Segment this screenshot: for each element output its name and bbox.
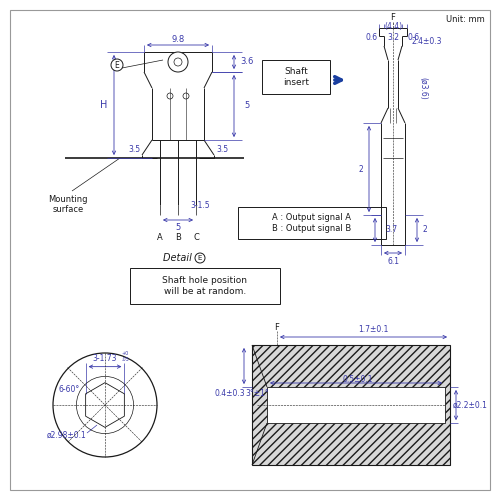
Text: 2.4±0.3: 2.4±0.3 (412, 38, 442, 46)
Text: Unit: mm: Unit: mm (446, 15, 485, 24)
Polygon shape (252, 345, 450, 465)
Text: 0.4±0.3: 0.4±0.3 (214, 388, 246, 398)
Text: F: F (274, 322, 280, 332)
Text: 5: 5 (244, 102, 250, 110)
Circle shape (111, 59, 123, 71)
Text: ø2.2±0.1: ø2.2±0.1 (452, 400, 488, 409)
Text: 3.5: 3.5 (216, 144, 228, 154)
Text: H: H (100, 100, 107, 110)
Text: 9.8: 9.8 (172, 34, 184, 43)
Circle shape (53, 353, 157, 457)
Polygon shape (262, 60, 330, 94)
Text: E: E (114, 60, 119, 70)
Text: 6.1: 6.1 (387, 256, 399, 266)
Polygon shape (130, 268, 280, 304)
Text: 3-1.5: 3-1.5 (190, 200, 210, 209)
Text: A : Output signal A
B : Output signal B: A : Output signal A B : Output signal B (272, 214, 351, 233)
Circle shape (195, 253, 205, 263)
Text: Shaft
insert: Shaft insert (283, 68, 309, 86)
Text: 0.6: 0.6 (366, 34, 378, 42)
Text: 5: 5 (176, 224, 180, 232)
Text: 3.7: 3.7 (385, 226, 397, 234)
Polygon shape (238, 207, 386, 239)
Text: Detail: Detail (163, 253, 195, 263)
Text: Mounting
surface: Mounting surface (48, 195, 88, 214)
Text: 3.2: 3.2 (387, 34, 399, 42)
Text: 3.6: 3.6 (240, 58, 254, 66)
Text: B: B (175, 232, 181, 241)
Text: Shaft hole position
will be at random.: Shaft hole position will be at random. (162, 276, 248, 295)
Text: 3°±1°: 3°±1° (245, 388, 269, 398)
Text: C: C (193, 232, 199, 241)
Text: 2: 2 (358, 164, 364, 173)
Text: 3-1.73: 3-1.73 (93, 354, 117, 363)
Text: ø2.98±0.1: ø2.98±0.1 (47, 430, 87, 440)
Circle shape (168, 52, 188, 72)
Text: 6-60°: 6-60° (58, 386, 80, 394)
Text: +0
.05: +0 .05 (121, 351, 129, 362)
Text: 3.5: 3.5 (128, 144, 140, 154)
Text: F: F (390, 14, 396, 22)
Text: (ø3.6): (ø3.6) (418, 76, 428, 100)
Text: E: E (198, 255, 202, 261)
Text: (4.4): (4.4) (384, 22, 402, 30)
Text: 1.7±0.1: 1.7±0.1 (358, 324, 388, 334)
Text: A: A (157, 232, 163, 241)
Text: 0.5±0.1: 0.5±0.1 (343, 374, 373, 384)
Text: 0.6: 0.6 (408, 34, 420, 42)
Text: 2: 2 (422, 226, 428, 234)
Polygon shape (267, 387, 445, 423)
